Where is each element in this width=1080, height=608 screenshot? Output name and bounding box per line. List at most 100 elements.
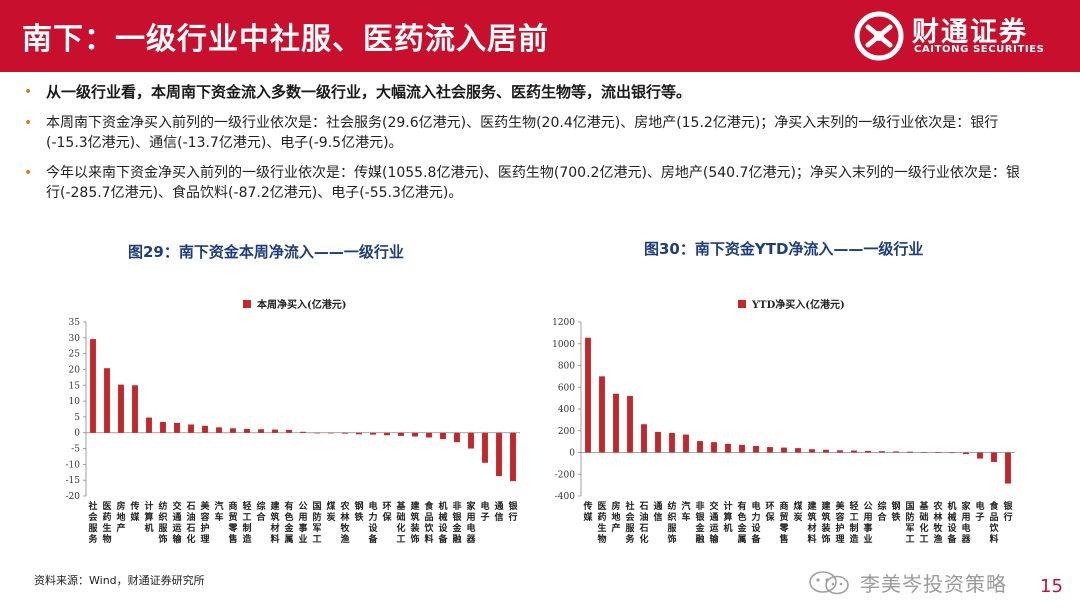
x-tick-label: 非银金融	[451, 500, 462, 545]
bullet-dot-icon: •	[24, 115, 33, 131]
x-tick-label: 食品饮料	[988, 500, 999, 545]
bar	[837, 450, 843, 453]
x-tick-label: 公用事业	[297, 501, 307, 545]
x-tick-label: 家用电器	[960, 500, 971, 545]
x-tick-label: 美容护理	[199, 500, 210, 545]
y-tick-label: -15	[66, 476, 81, 486]
y-tick-label: -400	[555, 492, 575, 502]
bar	[977, 452, 983, 459]
x-tick-label: 农林牧渔	[932, 500, 943, 545]
brand-logo: 财通证券 CAITONG SECURITIES	[854, 8, 1064, 64]
bar	[440, 432, 446, 440]
bar	[188, 424, 194, 433]
x-tick-label: 电子	[480, 500, 489, 523]
bullet-item: • 本周南下资金净买入前列的一级行业依次是：社会服务(29.6亿港元)、医药生物…	[24, 113, 1024, 153]
x-tick-label: 通信	[653, 500, 662, 523]
x-tick-label: 汽车	[681, 500, 690, 523]
bar	[426, 432, 432, 438]
x-tick-label: 钢铁	[891, 500, 900, 523]
x-tick-label: 房地产	[116, 500, 125, 534]
x-tick-label: 有色金属	[736, 500, 747, 545]
bar	[384, 432, 390, 436]
x-tick-label: 传媒	[582, 500, 593, 523]
bar	[412, 432, 418, 437]
x-tick-label: 石油石化	[638, 501, 648, 545]
y-tick-label: 20	[69, 365, 81, 375]
x-tick-label: 建筑装饰	[409, 500, 420, 545]
bar	[655, 431, 661, 453]
page-title: 南下：一级行业中社服、医药流入居前	[22, 22, 549, 57]
legend-label: 本周净买入(亿港元)	[257, 298, 346, 311]
x-tick-label: 医药生物	[102, 501, 111, 545]
x-tick-label: 计算机	[144, 500, 153, 534]
x-tick-label: 环保	[764, 501, 775, 523]
bar	[202, 425, 208, 433]
bar	[921, 451, 927, 453]
bar	[739, 444, 745, 453]
bar	[258, 429, 264, 433]
x-tick-label: 石油石化	[185, 501, 195, 545]
bar	[963, 452, 969, 455]
chart-title-ytd: 图30：南下资金YTD净流入——一级行业	[644, 240, 924, 258]
bar	[865, 450, 871, 453]
x-tick-label: 轻工制造	[849, 500, 859, 545]
x-tick-label: 基础化工	[918, 500, 929, 545]
x-tick-label: 纺织服饰	[157, 500, 168, 545]
x-tick-label: 国防军工	[905, 501, 914, 545]
x-tick-label: 农林牧渔	[339, 500, 350, 545]
bar	[300, 431, 306, 433]
x-tick-label: 商贸零售	[778, 500, 789, 545]
bar	[272, 429, 278, 433]
bar	[1005, 452, 1011, 484]
bar	[468, 432, 474, 449]
x-tick-label: 环保	[381, 501, 392, 523]
bar	[669, 432, 675, 453]
x-tick-label: 社会服务	[87, 500, 98, 545]
bar	[767, 447, 773, 453]
bar	[613, 393, 619, 453]
title-bar: 南下：一级行业中社服、医药流入居前 财通证券 CAITONG SECURITIE…	[0, 0, 1080, 72]
page-number: 15	[1040, 576, 1063, 597]
x-tick-label: 有色金属	[283, 500, 294, 545]
x-tick-label: 非银金融	[694, 500, 705, 545]
x-tick-label: 电力设备	[750, 500, 761, 545]
x-tick-label: 基础化工	[395, 500, 406, 545]
bar	[510, 432, 516, 482]
watermark: 李美岑投资策略	[808, 566, 1048, 596]
logo-mark-icon	[854, 11, 904, 61]
y-tick-label: 1200	[552, 318, 575, 328]
x-tick-label: 医药生物	[597, 501, 606, 545]
bar	[599, 376, 605, 453]
y-tick-label: -20	[66, 492, 81, 502]
bar	[585, 337, 591, 453]
bar	[683, 434, 689, 453]
wechat-icon	[809, 571, 849, 595]
bar	[907, 451, 913, 453]
bullet-dot-icon: •	[24, 165, 33, 181]
y-tick-label: 0	[569, 449, 575, 459]
y-tick-label: 400	[558, 405, 575, 415]
bar	[725, 443, 731, 453]
y-tick-label: 10	[69, 397, 81, 407]
bar	[823, 449, 829, 453]
x-tick-label: 综合	[256, 500, 266, 523]
y-tick-label: 25	[69, 350, 81, 360]
x-tick-label: 交通运输	[709, 500, 719, 545]
bar	[641, 424, 647, 453]
x-tick-label: 电力设备	[367, 500, 378, 545]
y-tick-label: -10	[66, 460, 81, 470]
y-tick-label: 5	[74, 413, 80, 423]
bullet-text: 今年以来南下资金净买入前列的一级行业依次是：传媒(1055.8亿港元)、医药生物…	[46, 165, 1020, 201]
bar	[398, 432, 404, 436]
ytd-flow-chart: YTD净买入(亿港元) -400 -200 0 200 400 600 800 1000 1200…	[552, 298, 1015, 545]
x-tick-label: 家用电器	[465, 500, 476, 545]
bar	[753, 445, 759, 453]
bar	[118, 384, 124, 433]
logo-name: 财通证券	[912, 17, 1028, 48]
x-tick-label: 银行	[507, 500, 518, 523]
bar	[851, 450, 857, 453]
bar	[949, 452, 955, 454]
bar	[146, 417, 152, 433]
x-tick-label: 传媒	[129, 500, 140, 523]
x-tick-label: 机械设备	[437, 500, 448, 545]
